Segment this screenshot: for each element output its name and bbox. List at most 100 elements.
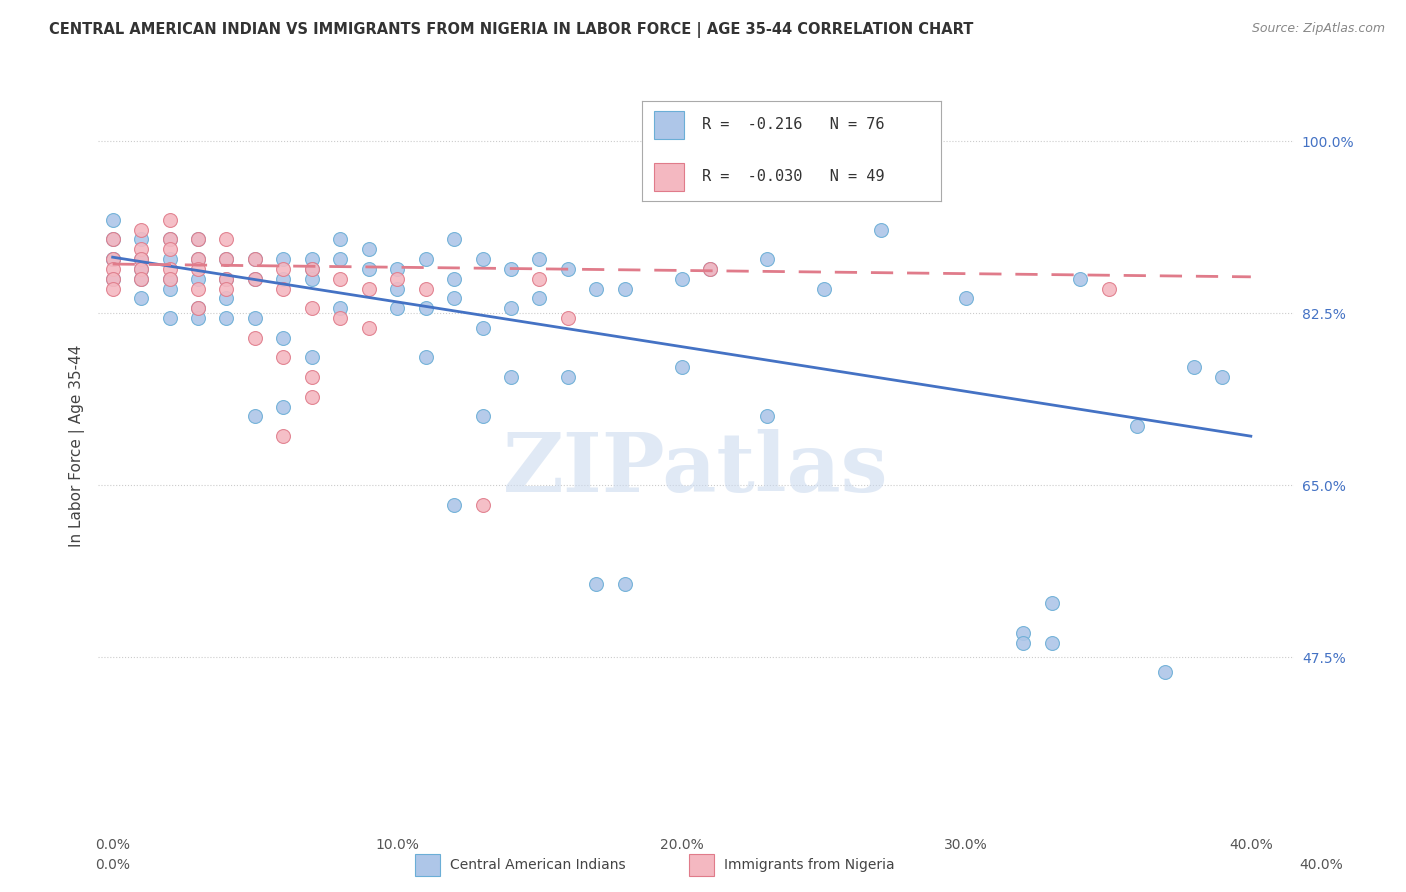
- Point: [273, 282, 295, 296]
- Point: [1154, 665, 1177, 680]
- Point: [101, 252, 124, 267]
- Text: Central American Indians: Central American Indians: [450, 858, 626, 872]
- Point: [499, 262, 522, 277]
- Point: [301, 390, 323, 404]
- Point: [129, 272, 152, 286]
- Point: [159, 252, 181, 267]
- Point: [243, 331, 266, 345]
- Point: [301, 351, 323, 365]
- Point: [1097, 282, 1119, 296]
- Point: [215, 232, 238, 246]
- Point: [699, 262, 721, 277]
- Point: [585, 576, 607, 591]
- Point: [813, 282, 835, 296]
- Point: [415, 301, 437, 316]
- Text: CENTRAL AMERICAN INDIAN VS IMMIGRANTS FROM NIGERIA IN LABOR FORCE | AGE 35-44 CO: CENTRAL AMERICAN INDIAN VS IMMIGRANTS FR…: [49, 22, 973, 38]
- Point: [187, 232, 209, 246]
- Y-axis label: In Labor Force | Age 35-44: In Labor Force | Age 35-44: [69, 345, 84, 547]
- Point: [243, 311, 266, 326]
- Point: [273, 429, 295, 443]
- Point: [471, 321, 494, 335]
- Point: [1069, 272, 1091, 286]
- Point: [129, 242, 152, 256]
- Point: [243, 409, 266, 424]
- Point: [329, 301, 352, 316]
- Point: [301, 301, 323, 316]
- Point: [301, 370, 323, 384]
- Point: [187, 262, 209, 277]
- Point: [756, 252, 779, 267]
- Point: [187, 272, 209, 286]
- Point: [415, 282, 437, 296]
- Point: [101, 252, 124, 267]
- Point: [273, 272, 295, 286]
- Point: [159, 272, 181, 286]
- Point: [273, 351, 295, 365]
- Point: [1182, 360, 1205, 375]
- Point: [215, 292, 238, 306]
- Point: [243, 272, 266, 286]
- Text: 40.0%: 40.0%: [1299, 858, 1343, 872]
- Point: [187, 301, 209, 316]
- Point: [557, 370, 579, 384]
- Point: [756, 409, 779, 424]
- Point: [273, 400, 295, 414]
- Point: [529, 292, 551, 306]
- Point: [613, 576, 636, 591]
- Point: [301, 252, 323, 267]
- Point: [443, 498, 465, 512]
- Point: [159, 232, 181, 246]
- Point: [215, 311, 238, 326]
- Point: [159, 272, 181, 286]
- Point: [215, 252, 238, 267]
- Point: [443, 292, 465, 306]
- Point: [187, 232, 209, 246]
- Point: [585, 282, 607, 296]
- Point: [215, 272, 238, 286]
- Text: Immigrants from Nigeria: Immigrants from Nigeria: [724, 858, 894, 872]
- Point: [699, 262, 721, 277]
- Point: [1126, 419, 1149, 434]
- Point: [471, 252, 494, 267]
- Text: 0.0%: 0.0%: [96, 858, 131, 872]
- Text: ZIPatlas: ZIPatlas: [503, 429, 889, 509]
- Point: [101, 282, 124, 296]
- Point: [187, 252, 209, 267]
- Point: [415, 252, 437, 267]
- Point: [1012, 636, 1035, 650]
- Point: [215, 272, 238, 286]
- Point: [301, 262, 323, 277]
- Point: [385, 272, 409, 286]
- Point: [101, 232, 124, 246]
- Point: [159, 311, 181, 326]
- Point: [101, 272, 124, 286]
- Point: [443, 232, 465, 246]
- Point: [357, 282, 380, 296]
- Point: [1012, 625, 1035, 640]
- Point: [385, 262, 409, 277]
- Point: [129, 262, 152, 277]
- Point: [187, 252, 209, 267]
- Point: [159, 282, 181, 296]
- Point: [471, 498, 494, 512]
- Point: [243, 252, 266, 267]
- Point: [671, 360, 693, 375]
- Point: [129, 262, 152, 277]
- Point: [101, 212, 124, 227]
- Point: [1211, 370, 1233, 384]
- Point: [329, 311, 352, 326]
- Point: [1040, 596, 1063, 610]
- Point: [187, 311, 209, 326]
- Point: [129, 252, 152, 267]
- Point: [101, 252, 124, 267]
- Point: [215, 252, 238, 267]
- Point: [101, 272, 124, 286]
- Point: [243, 252, 266, 267]
- Point: [243, 272, 266, 286]
- Point: [557, 262, 579, 277]
- Point: [159, 212, 181, 227]
- Point: [443, 272, 465, 286]
- Point: [357, 242, 380, 256]
- Point: [671, 272, 693, 286]
- Point: [499, 370, 522, 384]
